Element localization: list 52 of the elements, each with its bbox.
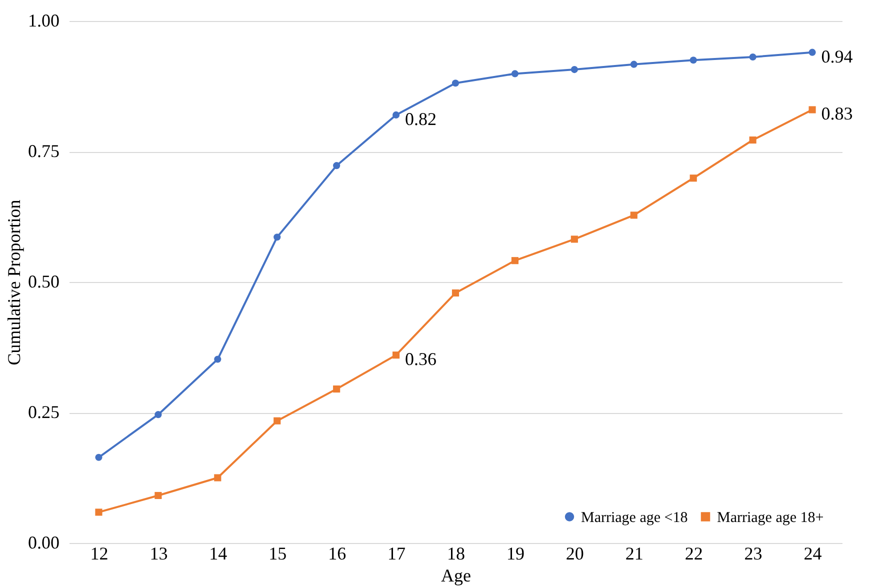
point [214,356,222,363]
legend-label: Marriage age <18 [581,510,688,526]
point [333,162,340,170]
point [749,136,756,144]
y-tick-label: 0.50 [28,272,60,292]
x-tick-label: 12 [90,544,108,564]
point [154,411,162,418]
point [630,60,638,68]
x-tick-label: 18 [447,544,465,564]
point [808,48,816,56]
point [214,474,222,482]
point [808,106,816,114]
point [570,236,578,243]
point [154,492,162,500]
point [749,53,756,61]
point [95,454,102,461]
data-label: 0.82 [405,108,437,129]
x-tick-label: 20 [566,544,584,564]
x-tick-label: 19 [506,544,524,564]
x-tick-label: 17 [388,544,406,564]
point [274,234,281,241]
point [690,174,697,182]
x-tick-label: 15 [268,544,287,564]
point [511,70,518,78]
point [570,66,578,74]
x-tick-label: 13 [150,544,168,564]
x-tick-label: 23 [744,544,762,564]
x-tick-label: 16 [328,544,346,564]
point [333,385,340,393]
data-label: 0.36 [405,349,437,370]
point [452,289,460,296]
point [392,352,400,359]
y-tick-label: 0.75 [28,141,60,161]
data-label: 0.94 [821,46,853,66]
y-tick-label: 0.25 [28,402,60,422]
point [452,80,460,87]
x-axis-title: Age [441,566,471,586]
point [274,417,281,424]
x-tick-label: 22 [684,544,703,564]
point [690,56,697,64]
legend-label: Marriage age 18+ [717,510,824,526]
y-tick-label: 1.00 [28,10,60,30]
point [511,257,518,264]
point [95,508,102,516]
point [392,111,400,118]
x-tick-label: 14 [209,544,228,564]
y-tick-label: 0.00 [28,532,60,552]
x-tick-label: 21 [625,544,644,564]
x-tick-label: 24 [804,544,822,564]
data-label: 0.83 [821,104,853,124]
y-axis-title: Cumulative Proportion [4,200,24,366]
point [630,212,638,219]
